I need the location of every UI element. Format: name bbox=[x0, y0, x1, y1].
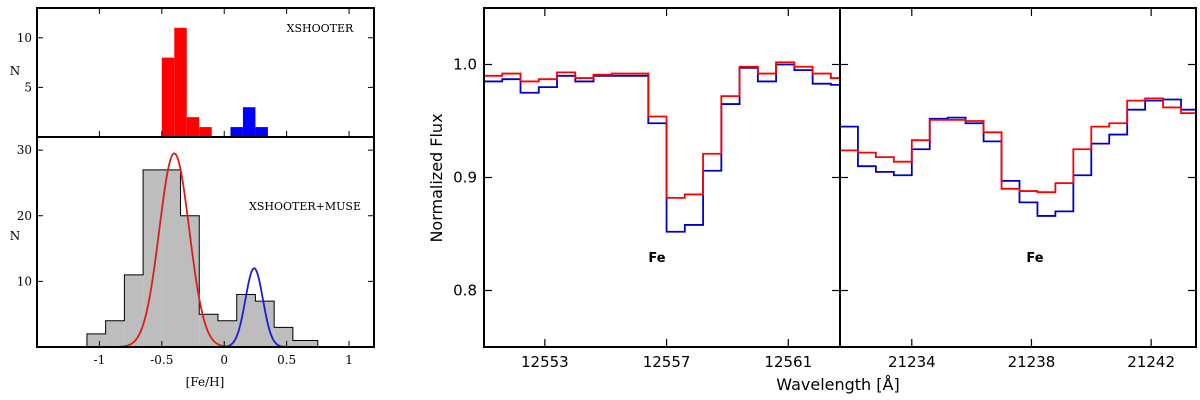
x-tick-label: -1 bbox=[94, 353, 106, 367]
histogram-outline bbox=[86, 169, 319, 347]
y-tick-label: 30 bbox=[17, 143, 32, 157]
y-axis-label: N bbox=[10, 64, 21, 78]
histogram-bar bbox=[105, 320, 125, 347]
x-tick-label: 12557 bbox=[643, 353, 691, 371]
histogram-bar bbox=[174, 27, 187, 137]
line-label: Fe bbox=[648, 251, 665, 266]
histogram-bar bbox=[217, 320, 237, 347]
x-axis-label: Wavelength [Å] bbox=[776, 375, 899, 394]
spectrum-line bbox=[484, 61, 840, 199]
x-tick-label: 12561 bbox=[764, 353, 812, 371]
histogram-bar bbox=[236, 294, 256, 347]
histogram-bar bbox=[199, 127, 212, 137]
spectrum-panel-right: 21234 21238 21242 Fe bbox=[839, 7, 1197, 371]
plot-frame bbox=[36, 136, 375, 348]
combined-histogram-panel: 10 20 30 -1 -0.5 0 0.5 1 N [Fe/H] XSHOOTER+MUSE bbox=[10, 8, 375, 389]
histogram-bar bbox=[292, 340, 318, 347]
y-tick-label: 0.8 bbox=[453, 282, 477, 300]
spectrum-lines bbox=[484, 61, 840, 233]
gaussian-fit bbox=[114, 152, 234, 348]
plot-frame bbox=[839, 7, 1197, 348]
x-tick-label: 21238 bbox=[1008, 353, 1056, 371]
histogram-bar bbox=[186, 117, 200, 137]
spectrum-line bbox=[484, 63, 840, 233]
y-tick-label: 10 bbox=[17, 31, 32, 45]
gaussian-fit bbox=[219, 267, 289, 348]
histogram-bar bbox=[161, 57, 175, 137]
spectrum-panel-left: 12553 12557 12561 Fe 0.8 0.9 1.0 Normalized Flu… bbox=[427, 7, 900, 394]
spectrum-lines bbox=[840, 97, 1196, 217]
plot-frame bbox=[483, 7, 841, 348]
histogram-bar bbox=[180, 215, 200, 347]
y-tick-label: 20 bbox=[17, 209, 32, 223]
y-tick-label: 10 bbox=[17, 274, 32, 288]
histogram-bar bbox=[230, 127, 243, 137]
line-label: Fe bbox=[1026, 251, 1043, 266]
histogram-bar bbox=[255, 301, 275, 347]
y-axis-label: N bbox=[10, 229, 21, 243]
y-tick-label: 0.9 bbox=[453, 169, 477, 187]
histogram-bar bbox=[124, 274, 144, 347]
histogram-bar bbox=[86, 333, 106, 347]
histogram-bar bbox=[161, 169, 181, 347]
histogram-bar bbox=[255, 127, 268, 137]
histogram-bar bbox=[274, 327, 293, 347]
x-axis-label: [Fe/H] bbox=[186, 375, 225, 389]
x-tick-label: 1 bbox=[345, 353, 353, 367]
y-axis-label: Normalized Flux bbox=[427, 113, 446, 242]
panel-label: XSHOOTER bbox=[287, 22, 354, 35]
x-tick-label: 0.5 bbox=[277, 353, 296, 367]
histogram-bar bbox=[143, 169, 162, 347]
spectrum-line bbox=[840, 97, 1196, 194]
x-tick-label: -0.5 bbox=[150, 353, 173, 367]
y-tick-label: 1.0 bbox=[453, 56, 477, 74]
x-tick-label: 21242 bbox=[1127, 353, 1175, 371]
x-tick-label: 21234 bbox=[888, 353, 936, 371]
spectrum-line bbox=[840, 98, 1196, 217]
x-tick-label: 12553 bbox=[521, 353, 569, 371]
histogram-bar bbox=[242, 107, 256, 137]
xshooter-histogram-panel: 5 10 N XSHOOTER bbox=[10, 7, 375, 138]
panel-label: XSHOOTER+MUSE bbox=[249, 200, 361, 213]
y-tick-label: 5 bbox=[24, 80, 32, 94]
x-tick-label: 0 bbox=[220, 353, 228, 367]
